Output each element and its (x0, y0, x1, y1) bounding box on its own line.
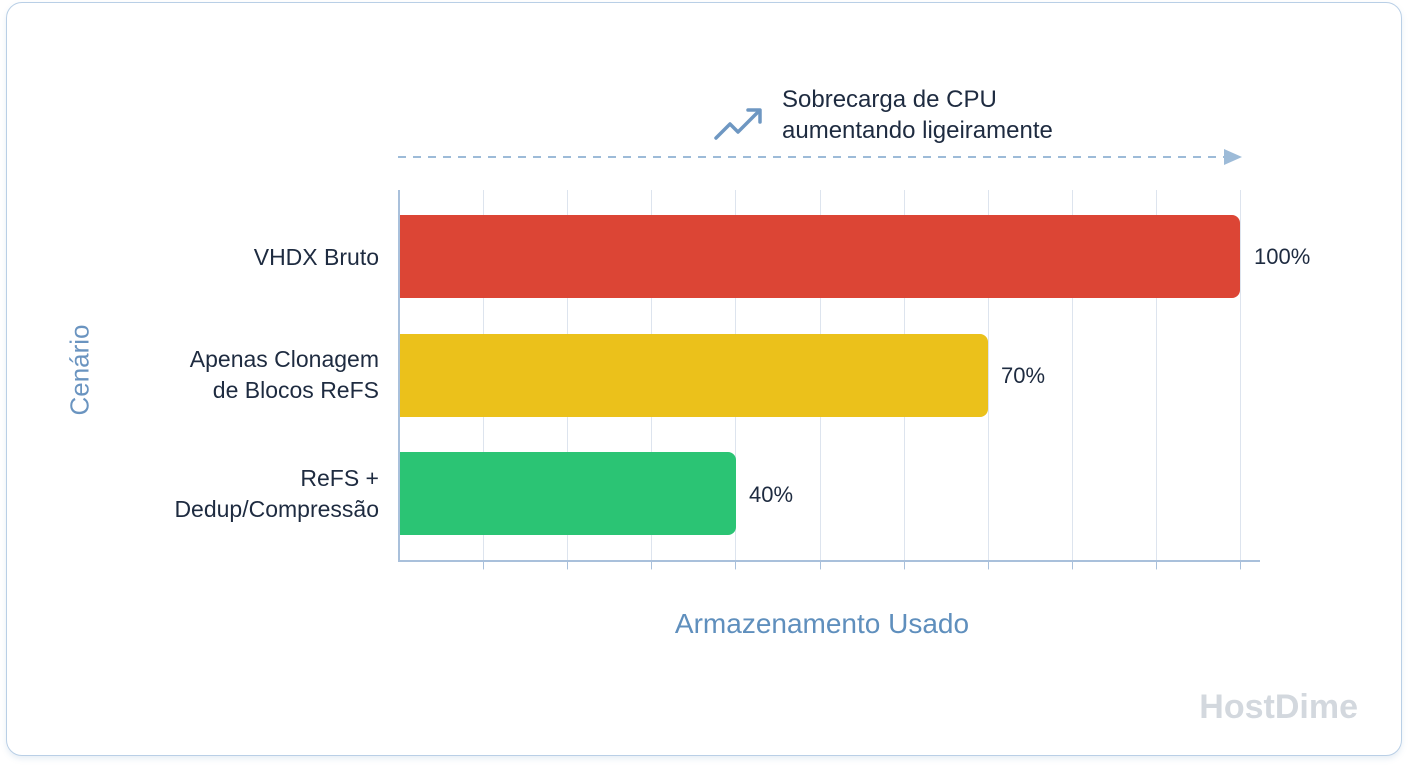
x-tick (904, 560, 905, 569)
x-tick (1156, 560, 1157, 569)
x-tick (567, 560, 568, 569)
bar-value-label: 100% (1254, 244, 1311, 269)
category-label: VHDX Bruto (253, 244, 379, 270)
x-tick (1072, 560, 1073, 569)
hostdime-watermark: HostDime (1199, 688, 1358, 726)
bar-value-label: 40% (749, 482, 794, 507)
x-axis-title: Armazenamento Usado (674, 608, 970, 639)
arrow-head-icon (1224, 149, 1242, 165)
x-tick (483, 560, 484, 569)
x-tick (820, 560, 821, 569)
gridline (1156, 190, 1157, 570)
annotation-line-1: Sobrecarga de CPU (782, 86, 997, 113)
bar-refs-dedup (399, 452, 736, 535)
annotation-line-2: aumentando ligeiramente (782, 117, 1053, 144)
x-tick (1240, 560, 1241, 569)
category-label: Apenas Clonagem de Blocos ReFS (189, 346, 379, 403)
x-tick (735, 560, 736, 569)
x-tick (988, 560, 989, 569)
gridline (988, 190, 989, 570)
category-label: ReFS + Dedup/Compressão (174, 465, 379, 522)
x-axis-line (398, 560, 1260, 562)
cpu-overhead-annotation: Sobrecarga de CPU aumentando ligeirament… (712, 84, 1053, 146)
dashed-arrow (398, 149, 1242, 165)
y-axis-line (398, 190, 400, 562)
y-axis-title: Cenário (64, 324, 95, 416)
bar-vhdx-bruto (399, 215, 1240, 298)
gridline (1240, 190, 1241, 570)
gridline (1072, 190, 1073, 570)
x-tick (651, 560, 652, 569)
bar-refs-block-cloning (399, 334, 988, 417)
plot-area: 100% 70% 40% (398, 190, 1310, 570)
trending-up-icon (714, 108, 762, 140)
bar-value-label: 70% (1001, 363, 1046, 388)
